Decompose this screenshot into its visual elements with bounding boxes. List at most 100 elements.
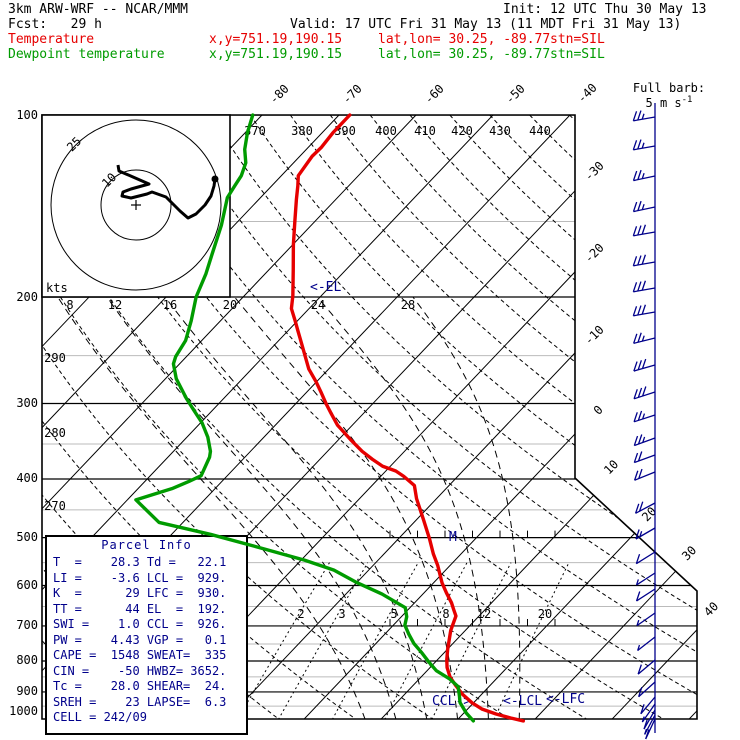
mixing-ratio-label: 3 [338, 607, 345, 621]
forecast-hour: Fcst: 29 h [8, 17, 102, 32]
dry-adiabat-line [369, 115, 697, 719]
pressure-axis-label: 1000 [9, 704, 38, 718]
dry-adiabat-label: 280 [44, 426, 66, 440]
parcel-info-line: CELL = 242/09 [53, 710, 147, 724]
level-annotation: <-LCL [503, 694, 542, 709]
level-annotation: M [449, 530, 457, 545]
temperature-xy: x,y=751.19,190.15 [209, 32, 343, 47]
level-annotation: CCL-> [432, 694, 471, 709]
dry-adiabat-line [170, 115, 697, 719]
temperature-latlon: lat,lon= 30.25, -89.77 [378, 32, 551, 47]
temperature-stn: stn=SIL [550, 32, 605, 47]
wind-barb-legend: Full barb: 5 m s-1 [613, 82, 725, 109]
pressure-axis-label: 400 [16, 471, 38, 485]
dry-adiabat-line [210, 115, 697, 719]
hodograph-units-label: kts [46, 281, 68, 295]
wind-barb-legend-title: Full barb: [632, 81, 706, 95]
isotherm-label: 10 [601, 457, 621, 477]
dry-adiabat-label: 430 [489, 124, 511, 138]
mixing-ratio-label: 12 [477, 607, 491, 621]
isotherm-label: -20 [582, 241, 607, 266]
moist-adiabat-label: 8 [66, 298, 73, 312]
dry-adiabat-label: 370 [244, 124, 266, 138]
isotherm-line [534, 115, 697, 719]
dry-adiabat-line [289, 115, 697, 719]
parcel-info-line: Tc = 28.0 SHEAR= 24. [53, 679, 227, 693]
dry-adiabat-label: 440 [529, 124, 551, 138]
dewpoint-latlon: lat,lon= 30.25, -89.77 [378, 47, 551, 62]
isotherm-label: -70 [340, 82, 365, 107]
mixing-ratio-line [331, 562, 419, 719]
pressure-axis-label: 300 [16, 396, 38, 410]
isotherm-label: -10 [582, 323, 607, 348]
dry-adiabat-label: 290 [44, 351, 66, 365]
pressure-axis-label: 200 [16, 290, 38, 304]
dry-adiabat-line [489, 115, 697, 719]
dry-adiabat-label: 420 [451, 124, 473, 138]
valid-time: Valid: 17 UTC Fri 31 May 13 (11 MDT Fri … [290, 17, 682, 32]
parcel-info-line: LI = -3.6 LCL = 929. [53, 570, 227, 585]
moist-adiabat-label: 28 [401, 298, 415, 312]
dry-adiabat-line [329, 115, 697, 719]
mixing-ratio-label: 5 [390, 607, 397, 621]
pressure-axis-label: 900 [16, 684, 38, 698]
mixing-ratio-label: 20 [538, 607, 552, 621]
dry-adiabat-label: 400 [375, 124, 397, 138]
mixing-ratio-label: 2 [297, 607, 304, 621]
parcel-info-line: SREH = 23 LAPSE= 6.3 [53, 694, 227, 709]
dry-adiabat-label: 270 [44, 499, 66, 513]
dewpoint-legend-label: Dewpoint temperature [8, 47, 165, 62]
isotherm-label: -40 [575, 81, 600, 106]
isotherm-label: 40 [701, 599, 721, 619]
isotherm-label: -50 [503, 82, 528, 107]
pressure-axis-label: 800 [16, 653, 38, 667]
parcel-info-line: PW = 4.43 VGP = 0.1 [53, 632, 227, 647]
dry-adiabat-label: 410 [414, 124, 436, 138]
isotherm-label: 0 [591, 403, 606, 418]
mixing-ratio-line [277, 562, 369, 719]
dry-adiabat-line [569, 115, 697, 719]
level-annotation: <-LFC [546, 692, 585, 707]
isotherm-line [303, 115, 697, 719]
dewpoint-xy: x,y=751.19,190.15 [209, 47, 343, 62]
parcel-info-line: SWI = 1.0 CCL = 926. [53, 617, 227, 631]
pressure-axis-label: 600 [16, 578, 38, 592]
wind-barb-legend-units: 5 m s-1 [645, 95, 693, 110]
hodograph-trace-end [211, 175, 219, 183]
parcel-info-line: T = 28.3 Td = 22.1 [53, 555, 227, 569]
moist-adiabat-label: 16 [163, 298, 177, 312]
init-time: Init: 12 UTC Thu 30 May 13 [503, 2, 707, 17]
dry-adiabat-line [449, 115, 697, 719]
pressure-axis-label: 500 [16, 530, 38, 544]
dry-adiabat-label: 380 [291, 124, 313, 138]
parcel-info-box: Parcel Info T = 28.3 Td = 22.1 LI = -3.6… [45, 535, 248, 735]
isotherm-line [457, 115, 697, 719]
parcel-info-line: CAPE = 1548 SWEAT= 335 [53, 648, 227, 662]
level-annotation: <-EL [310, 280, 341, 295]
parcel-info-line: K = 29 LFC = 930. [53, 586, 227, 600]
mixing-ratio-label: 8 [442, 607, 449, 621]
moist-adiabat-label: 24 [311, 298, 325, 312]
parcel-info-line: CIN = -50 HWBZ= 3652. [53, 663, 227, 678]
pressure-axis-label: 700 [16, 618, 38, 632]
isotherm-line [611, 115, 697, 719]
temperature-legend-label: Temperature [8, 32, 95, 47]
model-title: 3km ARW-WRF -- NCAR/MMM [8, 2, 189, 17]
moist-adiabat-label: 20 [223, 298, 237, 312]
isotherm-label: 30 [679, 543, 699, 563]
moist-adiabat-label: 12 [108, 298, 122, 312]
isotherm-label: 20 [639, 504, 659, 524]
isotherm-label: -30 [582, 159, 607, 184]
mixing-ratio-line [237, 562, 330, 719]
isotherm-label: -80 [267, 82, 292, 107]
mixing-ratio-line [493, 562, 570, 719]
parcel-info-line: TT = 44 EL = 192. [53, 601, 227, 616]
dry-adiabat-line [250, 115, 697, 719]
dry-adiabat-label: 390 [334, 124, 356, 138]
dewpoint-stn: stn=SIL [550, 47, 605, 62]
moist-adiabat-line [234, 296, 459, 719]
plot-border [41, 114, 698, 720]
pressure-axis-label: 100 [16, 108, 38, 122]
